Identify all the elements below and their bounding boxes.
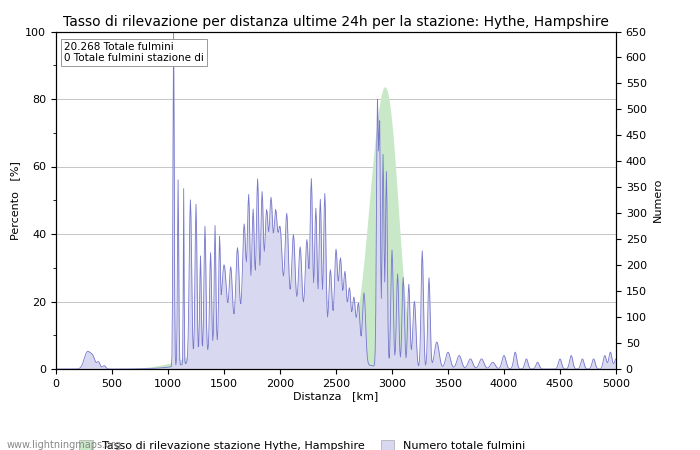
X-axis label: Distanza   [km]: Distanza [km] bbox=[293, 392, 379, 401]
Text: www.lightningmaps.org: www.lightningmaps.org bbox=[7, 440, 122, 450]
Title: Tasso di rilevazione per distanza ultime 24h per la stazione: Hythe, Hampshire: Tasso di rilevazione per distanza ultime… bbox=[63, 15, 609, 29]
Legend: Tasso di rilevazione stazione Hythe, Hampshire, Numero totale fulmini: Tasso di rilevazione stazione Hythe, Ham… bbox=[75, 435, 530, 450]
Y-axis label: Percento   [%]: Percento [%] bbox=[10, 161, 20, 240]
Y-axis label: Numero: Numero bbox=[652, 178, 662, 222]
Text: 20.268 Totale fulmini
0 Totale fulmini stazione di: 20.268 Totale fulmini 0 Totale fulmini s… bbox=[64, 42, 204, 63]
